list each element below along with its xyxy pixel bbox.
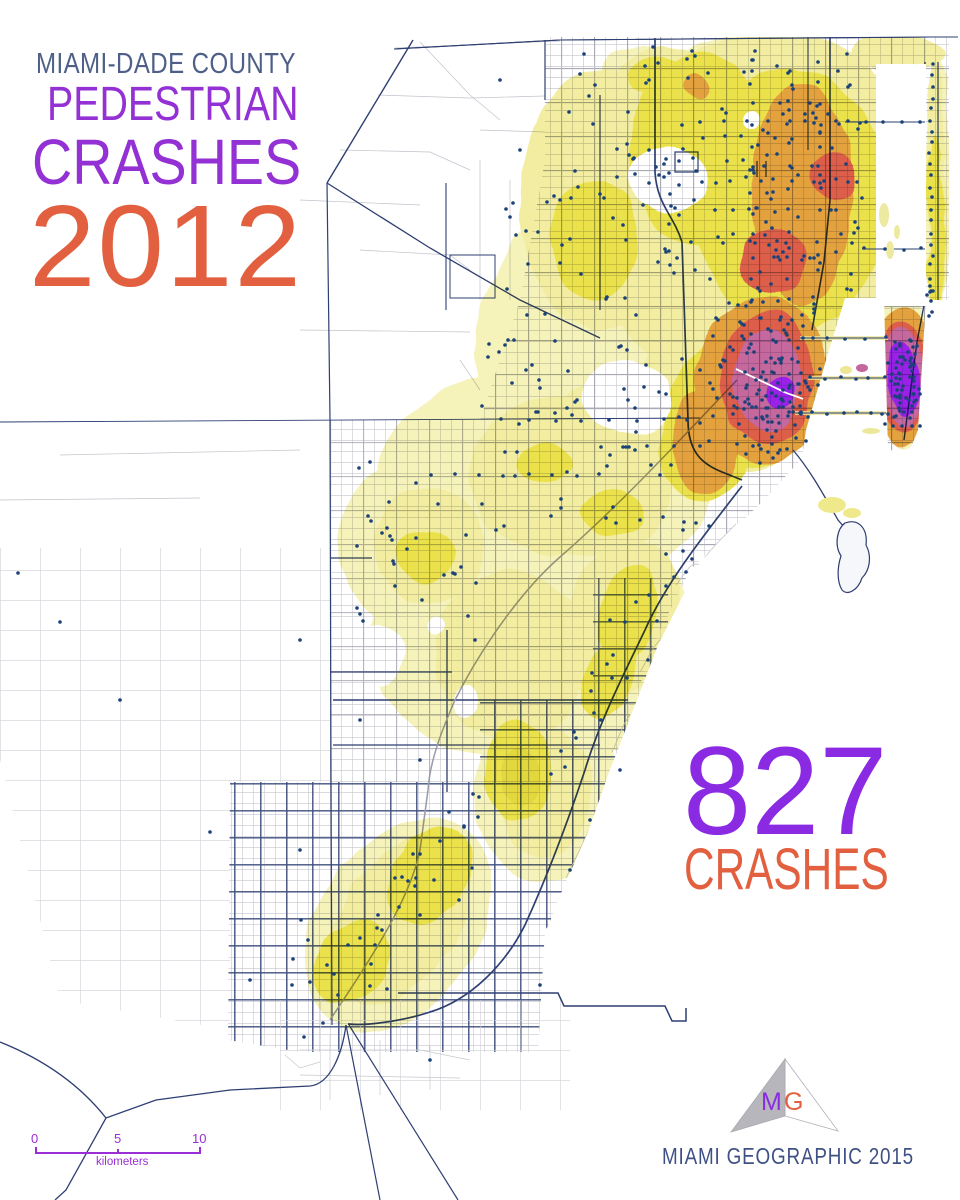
svg-text:M: M (761, 1088, 782, 1116)
svg-text:10: 10 (192, 1131, 206, 1146)
svg-text:G: G (784, 1088, 803, 1116)
svg-text:5: 5 (114, 1131, 121, 1146)
svg-text:0: 0 (31, 1131, 38, 1146)
svg-text:kilometers: kilometers (96, 1156, 149, 1168)
